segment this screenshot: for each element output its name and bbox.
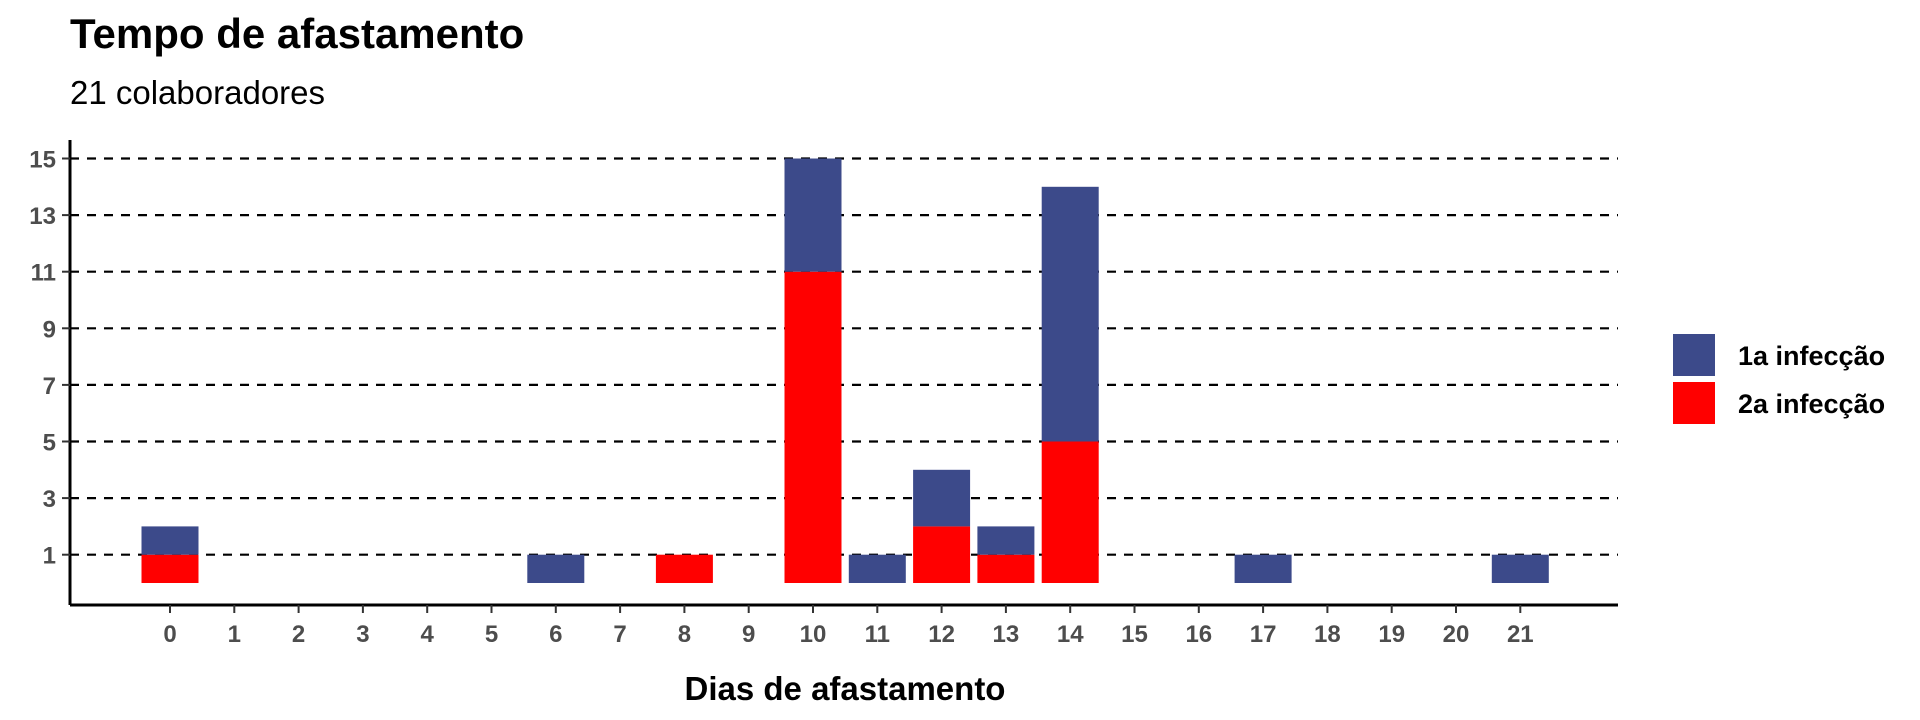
x-tick-label: 15 (1121, 621, 1148, 648)
y-tick-label: 13 (29, 203, 56, 230)
x-tick-label: 0 (163, 621, 176, 648)
y-tick-label: 5 (43, 430, 56, 457)
x-tick-label: 17 (1250, 621, 1277, 648)
y-tick-label: 1 (43, 543, 56, 570)
bar-first-infection-6 (527, 554, 585, 583)
x-tick-label: 5 (485, 621, 498, 648)
y-tick-label: 3 (43, 486, 56, 513)
chart-title: Tempo de afastamento (70, 10, 525, 57)
bar-first-infection-11 (848, 554, 906, 583)
x-tick-label: 20 (1443, 621, 1470, 648)
x-tick-label: 12 (928, 621, 955, 648)
legend-label: 2a infecção (1738, 389, 1885, 419)
x-tick-labels: 0 1 2 3 4 5 6 7 8 9 10 11 12 13 14 15 16 17 18 19 20 21 (163, 605, 1534, 648)
x-tick-label: 21 (1507, 621, 1534, 648)
x-tick-label: 6 (549, 621, 562, 648)
bar-second-infection-0 (141, 554, 199, 583)
legend-swatch (1673, 382, 1715, 424)
bar-first-infection-10 (784, 158, 842, 272)
bar-second-infection-8 (655, 554, 713, 583)
bars (141, 158, 1549, 583)
x-tick-label: 11 (865, 621, 890, 648)
bar-first-infection-17 (1234, 554, 1292, 583)
x-tick-label: 8 (678, 621, 691, 648)
x-tick-label: 10 (800, 621, 827, 648)
x-tick-label: 2 (292, 621, 305, 648)
x-tick-label: 16 (1185, 621, 1212, 648)
bar-first-infection-12 (913, 469, 971, 527)
x-tick-label: 18 (1314, 621, 1341, 648)
x-axis-title: Dias de afastamento (685, 670, 1006, 707)
bar-second-infection-13 (977, 554, 1035, 583)
legend: 1a infecção 2a infecção (1673, 334, 1885, 424)
x-tick-label: 4 (421, 621, 435, 648)
y-tick-label: 11 (31, 260, 56, 287)
legend-label: 1a infecção (1738, 341, 1885, 371)
x-tick-label: 9 (742, 621, 755, 648)
axes (68, 140, 1618, 607)
bar-second-infection-12 (913, 526, 971, 583)
x-tick-label: 1 (228, 621, 241, 648)
x-tick-label: 13 (993, 621, 1020, 648)
y-tick-label: 15 (29, 147, 56, 174)
y-tick-label: 7 (43, 373, 56, 400)
bar-first-infection-21 (1491, 554, 1549, 583)
bar-second-infection-10 (784, 271, 842, 583)
x-tick-label: 7 (613, 621, 626, 648)
x-tick-label: 19 (1378, 621, 1405, 648)
bar-first-infection-14 (1041, 186, 1099, 442)
y-tick-label: 9 (43, 316, 56, 343)
chart-subtitle: 21 colaboradores (70, 74, 326, 111)
bar-first-infection-0 (141, 526, 199, 555)
x-tick-label: 3 (356, 621, 369, 648)
x-tick-label: 14 (1057, 621, 1084, 648)
bar-first-infection-13 (977, 526, 1035, 555)
legend-swatch (1673, 334, 1715, 376)
bar-second-infection-14 (1041, 441, 1099, 583)
gridlines (70, 157, 1618, 556)
